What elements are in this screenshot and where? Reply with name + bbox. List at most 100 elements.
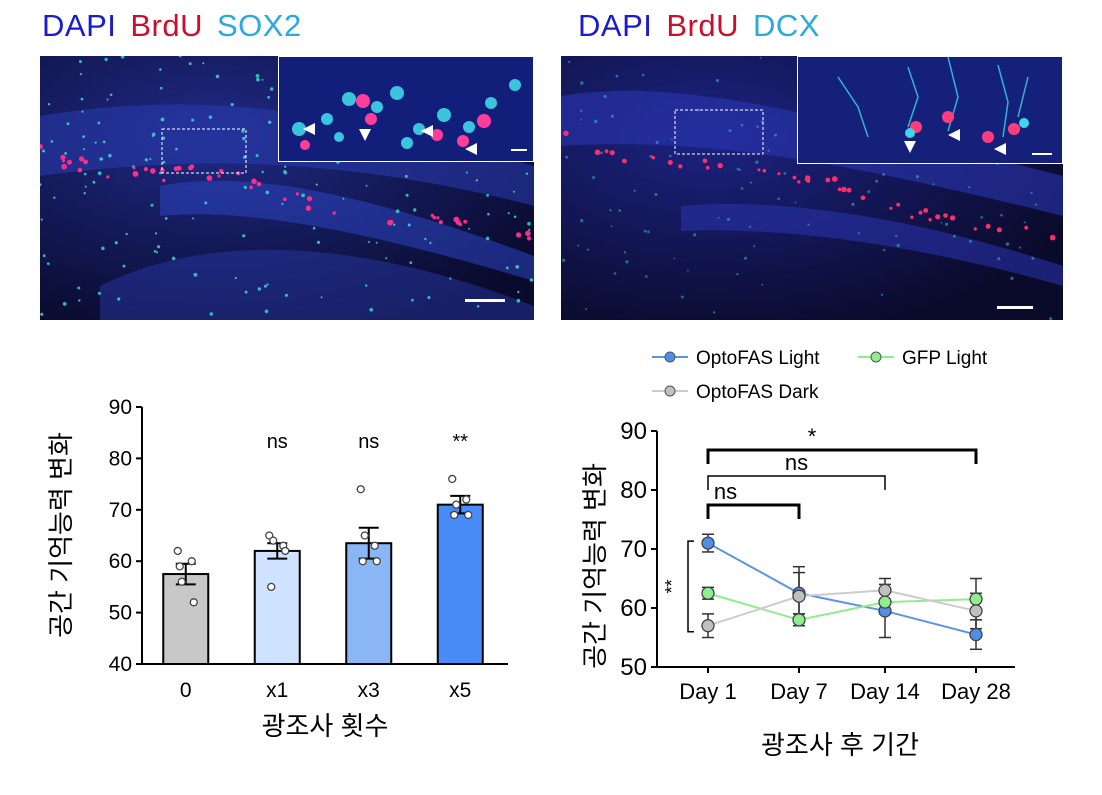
cell-dot [860,195,866,201]
cell-dot [62,159,65,163]
cell-dot [756,125,759,128]
cell-dot [1023,221,1026,224]
bar-chart: 40 50 60 70 80 90 0 x1 ns x3 ns x5 ** 공간 기억능력 변화 광조… [46,396,508,741]
cell-dot [332,211,336,215]
cell-dot [109,93,113,97]
cell-dot [580,118,583,121]
data-point [701,619,715,633]
cell-dot [242,234,246,238]
cell-dot [46,262,50,265]
inset-zoom-left [278,56,534,162]
cell-dot [395,209,400,214]
cell-dot [162,178,166,183]
cell-dot [393,223,396,226]
cell-dot [404,174,408,178]
cell-dot [968,186,971,189]
bar [436,503,484,665]
cell-dot [807,223,810,226]
cell-dot [749,225,752,228]
cell-dot [265,190,270,195]
cell-dot [825,177,831,183]
inset-zoom-right-drawing [798,57,1062,163]
cell-dot [209,312,213,316]
cell-dot [486,194,489,197]
cell-dot [980,216,983,219]
cell-dot [777,172,781,176]
cell-dot [125,232,128,236]
cell-dot [609,209,612,212]
cell-dot [97,291,101,295]
data-point [358,557,367,566]
cell-dot [283,197,287,202]
cell-dot [1010,276,1014,280]
cell-dot [409,261,413,264]
significance-bracket [706,503,801,519]
cell-dot [99,157,103,161]
cell-dot [270,87,274,91]
cell-dot [610,114,614,118]
cell-dot [67,159,72,165]
cell-dot [783,172,787,175]
cell-dot [83,192,86,195]
cell-dot [736,273,739,276]
cell-dot [889,206,893,210]
cell-dot [256,77,260,82]
data-point [792,589,806,603]
cell-dot [40,312,44,316]
cell-dot [680,295,684,299]
cell-dot [171,256,176,261]
cell-dot [301,193,305,198]
cell-dot [943,213,948,218]
cell-dot [604,149,609,154]
cell-dot [157,245,161,249]
cell-dot [153,250,157,253]
inset-zoom-right [797,56,1063,164]
stain-label-sox2: SOX2 [217,8,302,43]
cell-dot [586,248,589,251]
cell-dot [193,272,198,277]
cell-dot [215,74,220,79]
cell-dot [149,158,152,160]
cell-dot [150,168,156,174]
cell-dot [882,173,885,176]
data-point [969,604,983,618]
cell-dot [77,167,83,173]
cell-dot [306,196,313,202]
cell-dot [436,216,440,220]
cell-dot [757,168,761,172]
cell-dot [528,228,531,231]
cell-dot [159,68,162,71]
cell-dot [697,108,700,112]
cell-dot [485,236,490,241]
cell-dot [563,130,569,136]
cell-dot [261,170,264,174]
cell-dot [594,149,601,156]
right-panel-title: DAPI BrdU DCX [578,8,834,44]
cell-dot [577,244,580,247]
cell-dot [1005,242,1010,246]
cell-dot [385,257,388,260]
cell-dot [935,214,941,220]
cell-dot [949,215,956,221]
cell-dot [132,166,136,170]
cell-dot [610,225,613,228]
x-tick-label: x1 [266,679,288,702]
cell-dot [643,229,647,233]
cell-dot [188,62,192,66]
cell-dot [263,284,267,288]
cell-dot [97,171,102,176]
cell-dot [40,183,42,186]
cell-dot [66,122,70,126]
cell-dot [1031,256,1035,260]
cell-dot [513,190,515,193]
cell-dot [405,193,409,197]
cell-dot [251,178,257,184]
legend-label: OptoFAS Light [696,348,820,369]
cell-dot [895,234,898,238]
cell-dot [767,149,770,152]
cell-dot [851,202,855,206]
cell-dot [1030,191,1033,195]
cell-dot [1049,317,1053,320]
cell-dot [144,158,148,162]
legend-label: OptoFAS Dark [696,382,819,403]
